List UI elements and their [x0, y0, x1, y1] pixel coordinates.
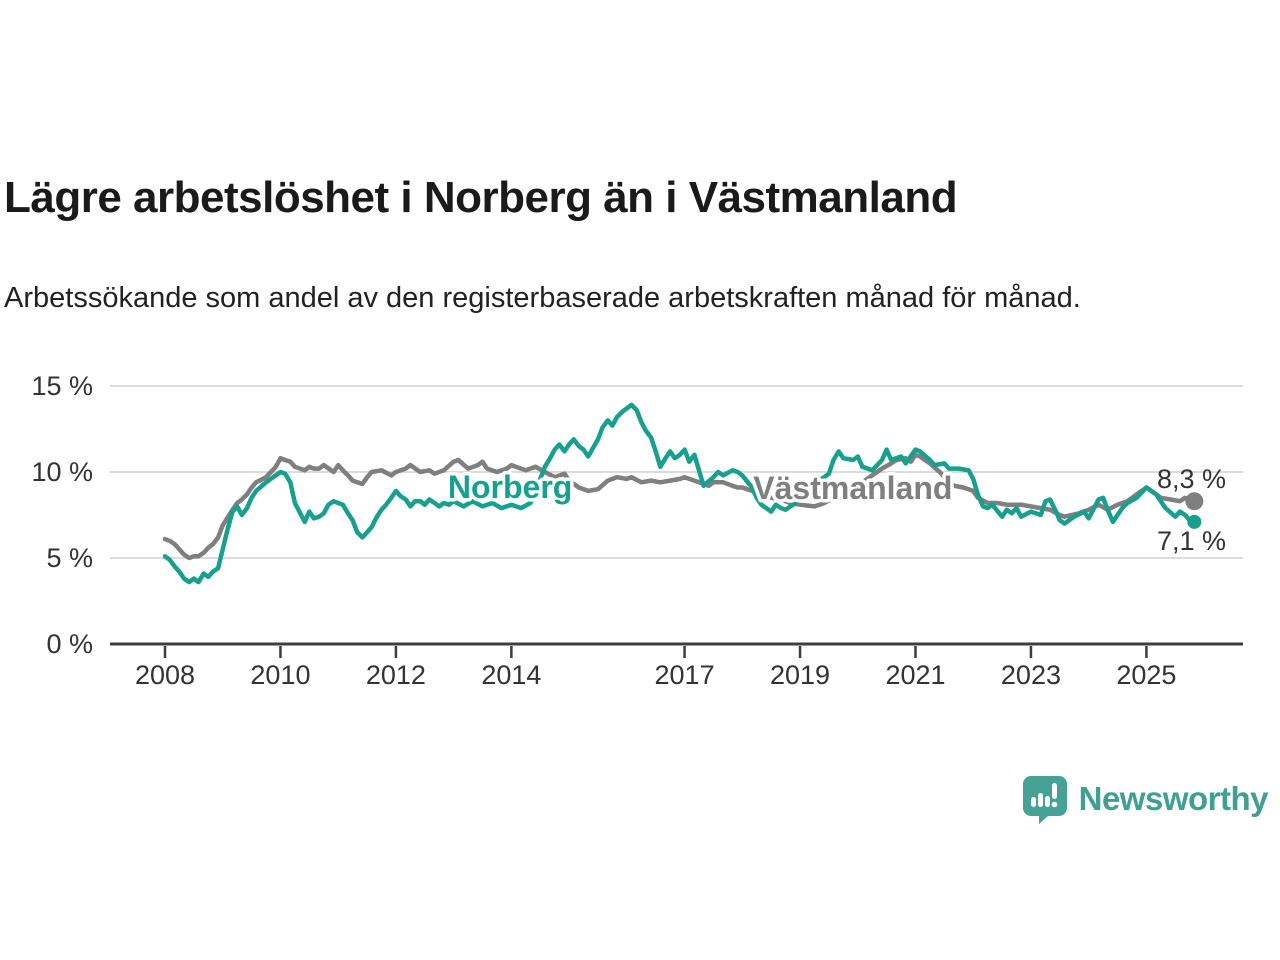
x-axis-tick-label: 2021: [885, 660, 945, 690]
x-axis-tick-label: 2017: [655, 660, 715, 690]
x-axis-tick-label: 2025: [1116, 660, 1176, 690]
bar-chart-speech-bubble-icon: [1022, 776, 1067, 824]
newsworthy-logo: Newsworthy: [1021, 774, 1269, 824]
y-axis-tick-label: 5 %: [46, 543, 93, 573]
end-value-label: 7,1 %: [1157, 526, 1226, 556]
chart-subtitle: Arbetssökande som andel av den registerb…: [4, 282, 1081, 314]
y-axis-tick-label: 15 %: [31, 371, 93, 401]
page-title: Lägre arbetslöshet i Norberg än i Västma…: [4, 173, 958, 223]
y-axis-tick-label: 10 %: [31, 457, 93, 487]
series-label-norberg: Norberg: [448, 469, 572, 505]
vstmanland-line: [162, 452, 1197, 561]
x-axis-tick-label: 2019: [770, 660, 830, 690]
x-axis-tick-label: 2023: [1001, 660, 1061, 690]
norberg-line: [162, 402, 1197, 585]
series-endpoint-dot: [1185, 492, 1204, 511]
unemployment-line-chart: 15 % 10 % 5 % 0 % 2008 2010 2012 2014 2017 2019 20…: [0, 360, 1280, 700]
x-axis-tick-label: 2012: [366, 660, 426, 690]
chart-svg: 15 % 10 % 5 % 0 % 2008 2010 2012 2014 2017 2019 20…: [31, 371, 1243, 690]
series-endpoint-dot: [1187, 514, 1202, 529]
x-axis-tick-label: 2010: [250, 660, 310, 690]
series-label-vstmanland: Västmanland: [753, 470, 952, 506]
newsworthy-wordmark: Newsworthy: [1078, 780, 1269, 817]
y-axis-tick-label: 0 %: [46, 629, 93, 659]
end-value-label: 8,3 %: [1157, 464, 1226, 494]
x-axis-tick-label: 2014: [481, 660, 541, 690]
x-axis-tick-label: 2008: [135, 660, 195, 690]
